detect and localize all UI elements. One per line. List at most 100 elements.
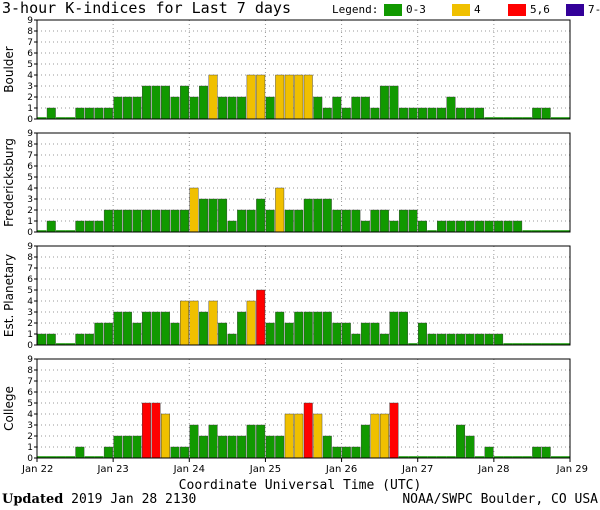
bar-college-52 (532, 446, 542, 459)
bar-boulder-31 (332, 96, 342, 120)
bar-boulder-53 (541, 107, 551, 120)
bar-est-planetary-25 (275, 311, 285, 346)
bar-college-34 (360, 424, 370, 459)
bar-est-planetary-30 (322, 311, 332, 346)
bar-college-4 (75, 446, 85, 459)
bar-est-planetary-8 (113, 311, 123, 346)
y-tick-label-college-3: 3 (27, 421, 33, 431)
bar-boulder-30 (322, 107, 332, 120)
y-tick-label-fredericksburg-3: 3 (27, 195, 33, 205)
bar-college-13 (161, 413, 170, 459)
bar-boulder-38 (398, 107, 408, 120)
y-tick-label-boulder-8: 8 (27, 27, 33, 37)
bar-college-27 (294, 413, 304, 459)
y-tick-label-fredericksburg-5: 5 (27, 173, 33, 183)
y-tick-label-est-planetary-9: 9 (27, 242, 33, 252)
y-tick-label-boulder-0: 0 (27, 115, 33, 125)
bar-est-planetary-28 (303, 311, 313, 346)
bar-college-36 (379, 413, 389, 459)
bar-fredericksburg-44 (456, 220, 466, 233)
bar-fredericksburg-22 (246, 209, 256, 233)
bar-fredericksburg-18 (208, 198, 218, 233)
bar-fredericksburg-33 (351, 209, 361, 233)
x-tick-label-jan-24: Jan 24 (173, 464, 205, 475)
y-tick-label-boulder-9: 9 (27, 16, 33, 26)
x-tick-label-jan-27: Jan 27 (401, 464, 433, 475)
bar-boulder-16 (189, 96, 199, 120)
station-label-fredericksburg: Fredericksburg (2, 138, 16, 227)
bar-boulder-33 (351, 96, 361, 120)
bar-boulder-6 (94, 107, 104, 120)
bar-fredericksburg-49 (503, 220, 513, 233)
bar-fredericksburg-21 (237, 209, 247, 233)
bar-boulder-45 (465, 107, 475, 120)
bar-boulder-12 (151, 85, 161, 120)
bar-est-planetary-37 (389, 311, 399, 346)
updated-value: 2019 Jan 28 2130 (71, 492, 197, 507)
bar-college-22 (246, 424, 256, 459)
bar-college-29 (313, 413, 323, 459)
bar-boulder-4 (75, 107, 85, 120)
bar-fredericksburg-12 (151, 209, 161, 233)
bar-fredericksburg-23 (256, 198, 266, 233)
bar-est-planetary-23 (256, 289, 266, 346)
bar-boulder-21 (237, 96, 247, 120)
bar-college-23 (256, 424, 266, 459)
bar-fredericksburg-8 (113, 209, 123, 233)
y-tick-label-boulder-5: 5 (27, 60, 33, 70)
updated-label: Updated (2, 492, 64, 507)
bar-est-planetary-16 (189, 300, 199, 346)
bar-fredericksburg-15 (180, 209, 189, 233)
bar-college-19 (218, 435, 228, 459)
legend-text-7-9: 7-9 (588, 3, 600, 16)
y-tick-label-college-5: 5 (27, 399, 33, 409)
bar-fredericksburg-47 (484, 220, 494, 233)
legend-swatch-4 (452, 4, 470, 16)
bar-fredericksburg-40 (418, 220, 427, 233)
bar-boulder-27 (294, 74, 304, 120)
bar-est-planetary-24 (265, 322, 275, 346)
bar-est-planetary-34 (360, 322, 370, 346)
bar-est-planetary-4 (75, 333, 85, 346)
bar-boulder-43 (446, 96, 456, 120)
bar-boulder-26 (284, 74, 294, 120)
bar-fredericksburg-17 (199, 198, 209, 233)
bar-est-planetary-32 (341, 322, 351, 346)
bar-est-planetary-19 (218, 322, 228, 346)
x-tick-label-jan-26: Jan 26 (325, 464, 357, 475)
y-tick-label-fredericksburg-2: 2 (27, 206, 33, 216)
panel-frame-fredericksburg (36, 132, 571, 233)
y-tick-label-college-1: 1 (27, 443, 33, 453)
bar-fredericksburg-39 (408, 209, 418, 233)
bar-fredericksburg-20 (227, 220, 237, 233)
bar-boulder-5 (84, 107, 94, 120)
bar-boulder-15 (180, 85, 189, 120)
bar-boulder-23 (256, 74, 266, 120)
bar-fredericksburg-4 (75, 220, 85, 233)
bar-est-planetary-1 (46, 333, 56, 346)
y-tick-label-college-8: 8 (27, 366, 33, 376)
bar-college-9 (122, 435, 132, 459)
bar-boulder-25 (275, 74, 285, 120)
updated-timestamp: Updated 2019 Jan 28 2130 (2, 492, 196, 507)
bar-college-8 (113, 435, 123, 459)
bar-boulder-37 (389, 85, 399, 120)
bar-fredericksburg-32 (341, 209, 351, 233)
bar-fredericksburg-45 (465, 220, 475, 233)
bar-fredericksburg-19 (218, 198, 228, 233)
bar-fredericksburg-48 (494, 220, 504, 233)
bar-boulder-18 (208, 74, 218, 120)
bar-fredericksburg-14 (170, 209, 180, 233)
bar-fredericksburg-37 (389, 220, 399, 233)
y-tick-label-fredericksburg-7: 7 (27, 151, 33, 161)
bar-college-47 (484, 446, 494, 459)
station-label-est-planetary: Est. Planetary (2, 254, 16, 337)
bar-college-17 (199, 435, 209, 459)
bar-fredericksburg-46 (475, 220, 485, 233)
bar-est-planetary-15 (180, 300, 189, 346)
bar-college-45 (465, 435, 475, 459)
bar-boulder-22 (246, 74, 256, 120)
bar-fredericksburg-50 (513, 220, 523, 233)
bar-est-planetary-41 (427, 333, 437, 346)
bar-est-planetary-29 (313, 311, 323, 346)
